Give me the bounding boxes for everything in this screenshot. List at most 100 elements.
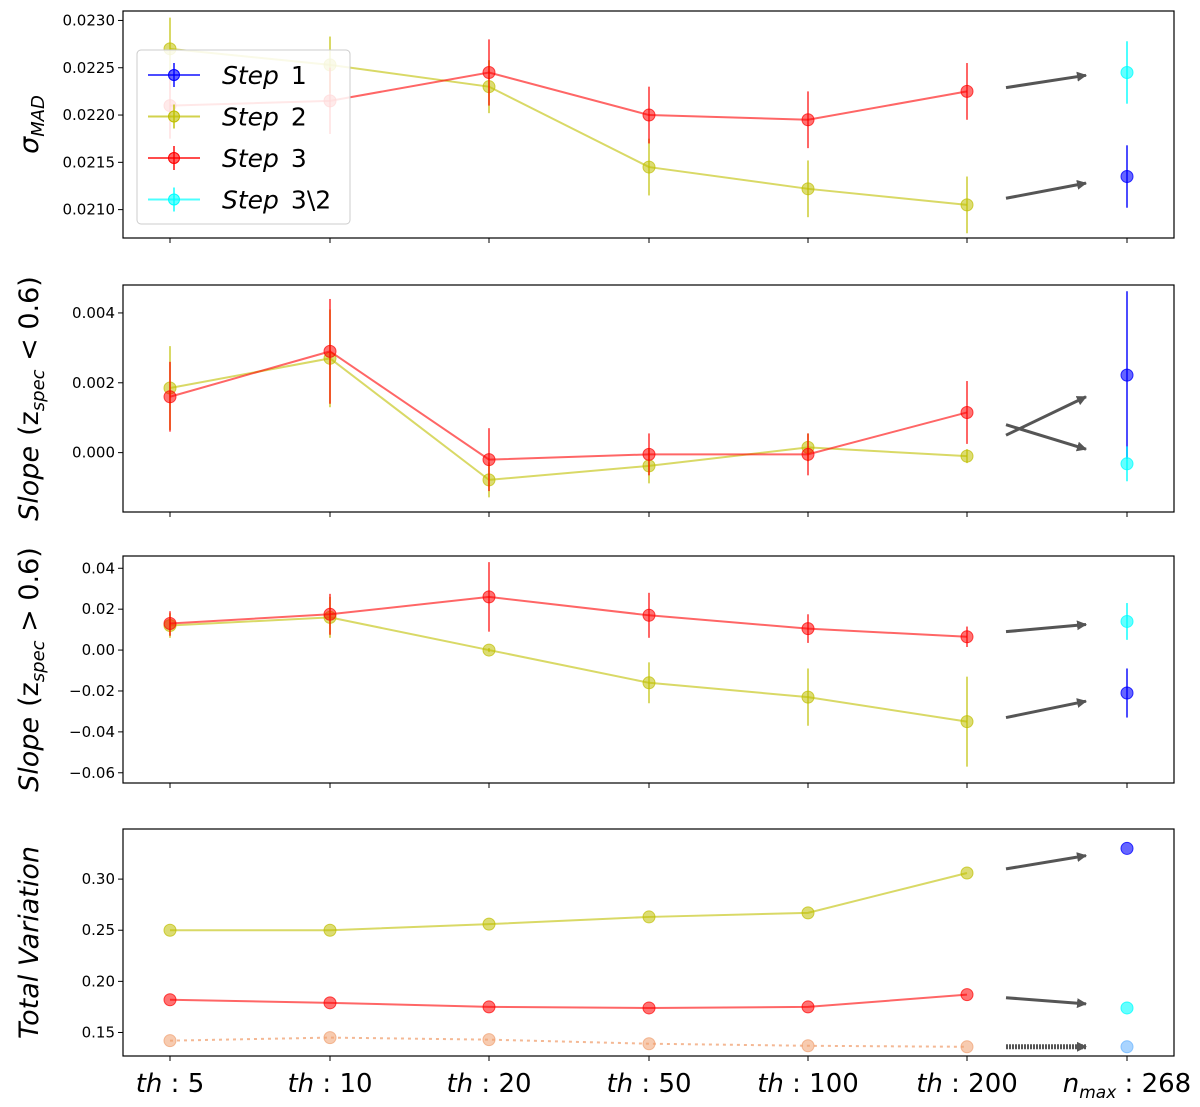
legend-label: Step 2 (222, 103, 307, 132)
legend-marker (168, 193, 180, 206)
x-tick-label: th : 100 (757, 1069, 859, 1099)
data-point (642, 108, 656, 122)
series-line (169, 350, 968, 461)
data-point (642, 676, 656, 690)
data-point (642, 608, 656, 622)
data-point (642, 1001, 656, 1015)
data-point (163, 1034, 177, 1048)
data-point (801, 1000, 815, 1014)
data-point (960, 1040, 974, 1054)
data-point (801, 182, 815, 196)
legend-label-suffix: 3 (291, 144, 307, 173)
data-point (1120, 170, 1134, 184)
arrow (1005, 423, 1087, 452)
arrow (1005, 179, 1087, 200)
y-tick-label: 0.20 (82, 972, 115, 990)
data-point (482, 643, 496, 657)
y-axis-label: Total Variation (14, 846, 45, 1039)
arrow (1005, 620, 1087, 634)
y-axis-label-main: Total Variation (14, 846, 45, 1039)
data-point (163, 993, 177, 1007)
arrow (1005, 852, 1087, 871)
x-tick-label-rest: : 5 (162, 1069, 204, 1099)
data-point (482, 453, 496, 467)
data-point (642, 160, 656, 174)
legend-marker (168, 152, 180, 164)
data-point (323, 344, 337, 358)
x-tick-label: nmax : 268 (1063, 1069, 1191, 1103)
x-tick-label-rest: : 50 (633, 1069, 691, 1099)
x-tick-label: th : 10 (287, 1069, 372, 1099)
series-step-2 (163, 866, 974, 937)
y-axis-label: Slope (zspec > 0.6) (14, 547, 49, 792)
data-point (323, 607, 337, 621)
legend-label-suffix: 3\2 (291, 186, 331, 215)
series-step-3 (163, 298, 974, 492)
y-axis-label-post: < 0.6) (14, 276, 45, 369)
x-tick-label-main: th (287, 1069, 314, 1099)
data-point (960, 198, 974, 212)
y-axis-label-main: σ (14, 136, 45, 154)
y-axis-label-main: Slope (14, 717, 45, 792)
x-tick-label-main: th (136, 1069, 163, 1099)
x-tick-label-rest: : 268 (1116, 1069, 1191, 1099)
data-point (323, 923, 337, 937)
legend-label-suffix: 2 (291, 103, 307, 132)
x-tick-label-sub: max (1079, 1083, 1117, 1103)
legend-label: Step 1 (222, 61, 307, 90)
data-point (482, 590, 496, 604)
y-axis-label: σMAD (14, 95, 49, 154)
x-tick-label-main: n (1063, 1069, 1079, 1099)
data-point (960, 988, 974, 1002)
data-point (1120, 686, 1134, 700)
y-tick-label: 0.0215 (63, 153, 116, 171)
legend-label: Step 3 (222, 144, 307, 173)
data-point (960, 84, 974, 98)
y-axis-label-pre: (z (14, 411, 45, 436)
y-tick-label: 0.25 (82, 921, 115, 939)
data-point (801, 690, 815, 704)
data-point (482, 917, 496, 931)
data-point (801, 447, 815, 461)
legend-label-prefix: Step (222, 186, 279, 215)
series-line (169, 1036, 968, 1048)
data-point (801, 622, 815, 636)
data-point (482, 1000, 496, 1014)
y-tick-label: 0.0220 (63, 106, 116, 124)
y-tick-label: 0.15 (82, 1023, 115, 1041)
data-point (1120, 457, 1134, 471)
data-point (323, 996, 337, 1010)
x-tick-label-main: th (606, 1069, 633, 1099)
series-line (170, 871, 968, 932)
data-point (1120, 1040, 1134, 1054)
x-tick-label-rest: : 100 (784, 1069, 859, 1099)
y-axis-label-sub: spec (28, 640, 49, 682)
arrow (1005, 996, 1087, 1009)
legend: Step 1 Step 2 Step 3 Step 3\2 (136, 49, 351, 225)
data-point (960, 866, 974, 880)
data-point (1120, 65, 1134, 79)
y-tick-label: −0.06 (69, 764, 115, 782)
arrow (1005, 698, 1087, 720)
data-point (163, 390, 177, 404)
series-line (169, 616, 968, 723)
legend-label-prefix: Step (222, 103, 279, 132)
y-tick-label: 0.30 (82, 870, 115, 888)
axes-frame (122, 828, 1175, 1057)
data-point (642, 447, 656, 461)
series-step-2 (163, 596, 974, 767)
y-tick-label: 0.04 (82, 559, 115, 577)
y-tick-label: 0.002 (72, 374, 115, 392)
legend-label-prefix: Step (222, 61, 279, 90)
data-point (1120, 614, 1134, 628)
data-point (163, 923, 177, 937)
data-point (960, 449, 974, 463)
legend-item: Step 2 (148, 103, 307, 132)
x-tick-label-main: th (757, 1069, 784, 1099)
x-tick-label: th : 200 (916, 1069, 1018, 1099)
x-tick-label: th : 20 (446, 1069, 531, 1099)
legend-marker (168, 69, 180, 81)
x-tick-label-main: th (916, 1069, 943, 1099)
